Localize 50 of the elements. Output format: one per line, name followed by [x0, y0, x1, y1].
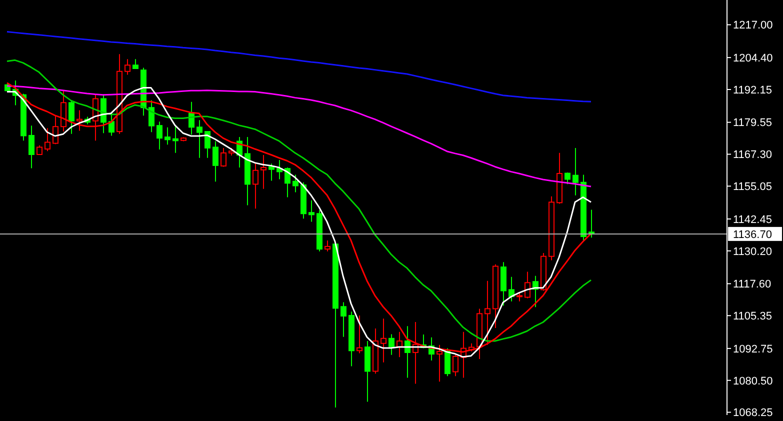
- candlestick: [508, 276, 514, 302]
- candlestick: [268, 163, 274, 182]
- candlestick: [76, 110, 82, 132]
- candlestick: [572, 147, 578, 196]
- candlestick: [252, 162, 258, 210]
- candlestick: [444, 348, 450, 377]
- candlestick: [172, 126, 178, 154]
- candlestick: [452, 354, 458, 377]
- line-series: [6, 85, 592, 188]
- y-tick-label: 1204.40: [733, 52, 773, 64]
- candlestick: [68, 100, 74, 134]
- y-tick-label: 1167.30: [733, 149, 772, 162]
- y-tick-label: 1130.20: [733, 246, 772, 258]
- y-tick-label: 1092.75: [733, 343, 773, 356]
- candlestick: [396, 331, 402, 358]
- y-tick-label: 1155.05: [733, 181, 772, 194]
- candlestick: [220, 147, 226, 168]
- candlestick: [52, 114, 58, 145]
- candlestick: [260, 154, 266, 190]
- y-tick-label: 1105.35: [733, 310, 772, 323]
- y-tick-label: 1217.00: [733, 20, 773, 32]
- candlestick: [124, 58, 130, 76]
- candlestick: [356, 314, 362, 354]
- candlestick: [524, 271, 530, 299]
- candlestick: [212, 140, 218, 182]
- candlestick: [156, 121, 162, 150]
- candlestick: [500, 262, 506, 306]
- candlestick: [292, 174, 298, 193]
- candlestick: [484, 280, 490, 346]
- candlestick: [204, 131, 210, 158]
- candlestick: [388, 334, 394, 356]
- candlestick: [44, 128, 50, 152]
- candlestick: [164, 126, 170, 146]
- candlestick: [108, 114, 114, 136]
- y-tick-label: 1192.15: [733, 84, 772, 96]
- candlestick: [196, 120, 202, 158]
- candlestick: [148, 100, 154, 133]
- y-tick-label: 1179.55: [733, 117, 772, 130]
- ref-line-label: 1136.70: [733, 228, 772, 241]
- line-series: [6, 31, 592, 102]
- y-tick-label: 1080.50: [733, 375, 773, 388]
- candlestick: [28, 125, 34, 169]
- candlestick: [340, 302, 346, 338]
- candlestick: [380, 318, 386, 363]
- candlestick: [324, 240, 330, 252]
- y-tick-label: 1068.25: [733, 407, 773, 420]
- y-tick-label: 1117.60: [733, 278, 772, 291]
- candlestick: [308, 200, 314, 222]
- candlestick: [60, 90, 66, 132]
- y-tick-label: 1142.45: [733, 214, 772, 226]
